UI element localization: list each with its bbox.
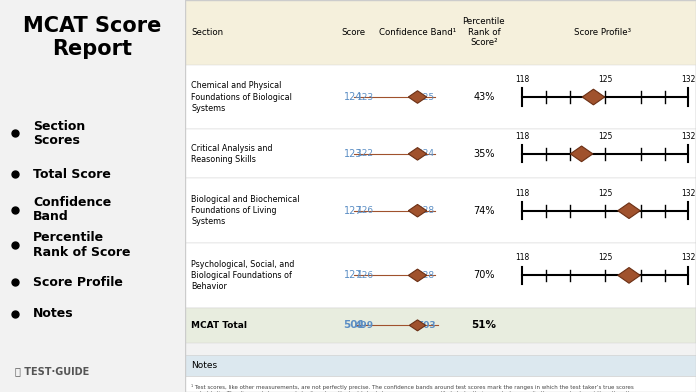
Text: Chemical and Physical
Foundations of Biological
Systems: Chemical and Physical Foundations of Bio…: [191, 82, 292, 113]
Text: Confidence
Band: Confidence Band: [33, 196, 111, 223]
Text: Score Profile³: Score Profile³: [574, 28, 631, 37]
Text: 43%: 43%: [473, 92, 495, 102]
Text: 118: 118: [515, 75, 530, 84]
Text: 118: 118: [515, 189, 530, 198]
Text: 123: 123: [345, 149, 363, 159]
Text: MCAT Score
Report: MCAT Score Report: [23, 16, 161, 59]
Text: Percentile
Rank of Score: Percentile Rank of Score: [33, 231, 131, 259]
Bar: [185, 243, 696, 308]
Text: 132: 132: [681, 254, 695, 263]
Polygon shape: [409, 320, 426, 331]
Text: Biological and Biochemical
Foundations of Living
Systems: Biological and Biochemical Foundations o…: [191, 195, 300, 226]
Text: Notes: Notes: [191, 361, 217, 370]
Text: 132: 132: [681, 189, 695, 198]
Polygon shape: [409, 269, 427, 282]
Text: Score Profile: Score Profile: [33, 276, 123, 289]
Bar: [185, 308, 696, 343]
Text: 124: 124: [418, 149, 434, 158]
Text: 126: 126: [357, 206, 374, 215]
Text: MCAT Total: MCAT Total: [191, 321, 247, 330]
Text: Critical Analysis and
Reasoning Skills: Critical Analysis and Reasoning Skills: [191, 144, 273, 164]
Text: 51%: 51%: [471, 320, 496, 330]
Polygon shape: [409, 91, 427, 103]
Text: 125: 125: [598, 75, 612, 84]
Text: Score: Score: [342, 28, 365, 37]
Text: Confidence Band¹: Confidence Band¹: [379, 28, 456, 37]
Text: 123: 123: [357, 93, 374, 102]
Text: 125: 125: [598, 254, 612, 263]
Polygon shape: [582, 89, 605, 105]
Text: 74%: 74%: [473, 206, 495, 216]
Text: 126: 126: [357, 271, 374, 280]
Text: Section
Scores: Section Scores: [33, 120, 86, 147]
Text: 132: 132: [681, 75, 695, 84]
Text: 118: 118: [515, 254, 530, 263]
Polygon shape: [618, 203, 640, 219]
Text: 125: 125: [598, 189, 612, 198]
Text: 35%: 35%: [473, 149, 495, 159]
Bar: [185, 376, 696, 392]
Text: Section: Section: [191, 28, 223, 37]
Text: 118: 118: [515, 132, 530, 141]
Text: 70%: 70%: [473, 270, 495, 280]
Text: 125: 125: [598, 132, 612, 141]
Bar: [185, 65, 696, 129]
Polygon shape: [409, 205, 427, 217]
Text: 124: 124: [345, 92, 363, 102]
Text: ¹ Test scores, like other measurements, are not perfectly precise. The confidenc: ¹ Test scores, like other measurements, …: [191, 384, 637, 392]
Text: 127: 127: [345, 206, 363, 216]
Text: 122: 122: [357, 149, 374, 158]
Text: Psychological, Social, and
Biological Foundations of
Behavior: Psychological, Social, and Biological Fo…: [191, 260, 294, 291]
Bar: [185, 0, 696, 65]
Text: 125: 125: [418, 93, 434, 102]
Polygon shape: [409, 148, 427, 160]
Text: Percentile
Rank of
Score²: Percentile Rank of Score²: [463, 17, 505, 47]
Text: 499: 499: [355, 321, 374, 330]
Text: 132: 132: [681, 132, 695, 141]
Text: Ⓚ TEST·GUIDE: Ⓚ TEST·GUIDE: [15, 366, 89, 376]
Text: Total Score: Total Score: [33, 168, 111, 181]
Bar: [185, 129, 696, 178]
Bar: [185, 178, 696, 243]
Polygon shape: [618, 268, 640, 283]
Text: Notes: Notes: [33, 307, 74, 320]
Text: 127: 127: [345, 270, 363, 280]
Polygon shape: [570, 146, 593, 162]
Text: 501: 501: [342, 320, 365, 330]
Text: 128: 128: [418, 206, 434, 215]
Text: 128: 128: [418, 271, 434, 280]
Text: 503: 503: [418, 321, 436, 330]
Bar: [185, 355, 696, 376]
